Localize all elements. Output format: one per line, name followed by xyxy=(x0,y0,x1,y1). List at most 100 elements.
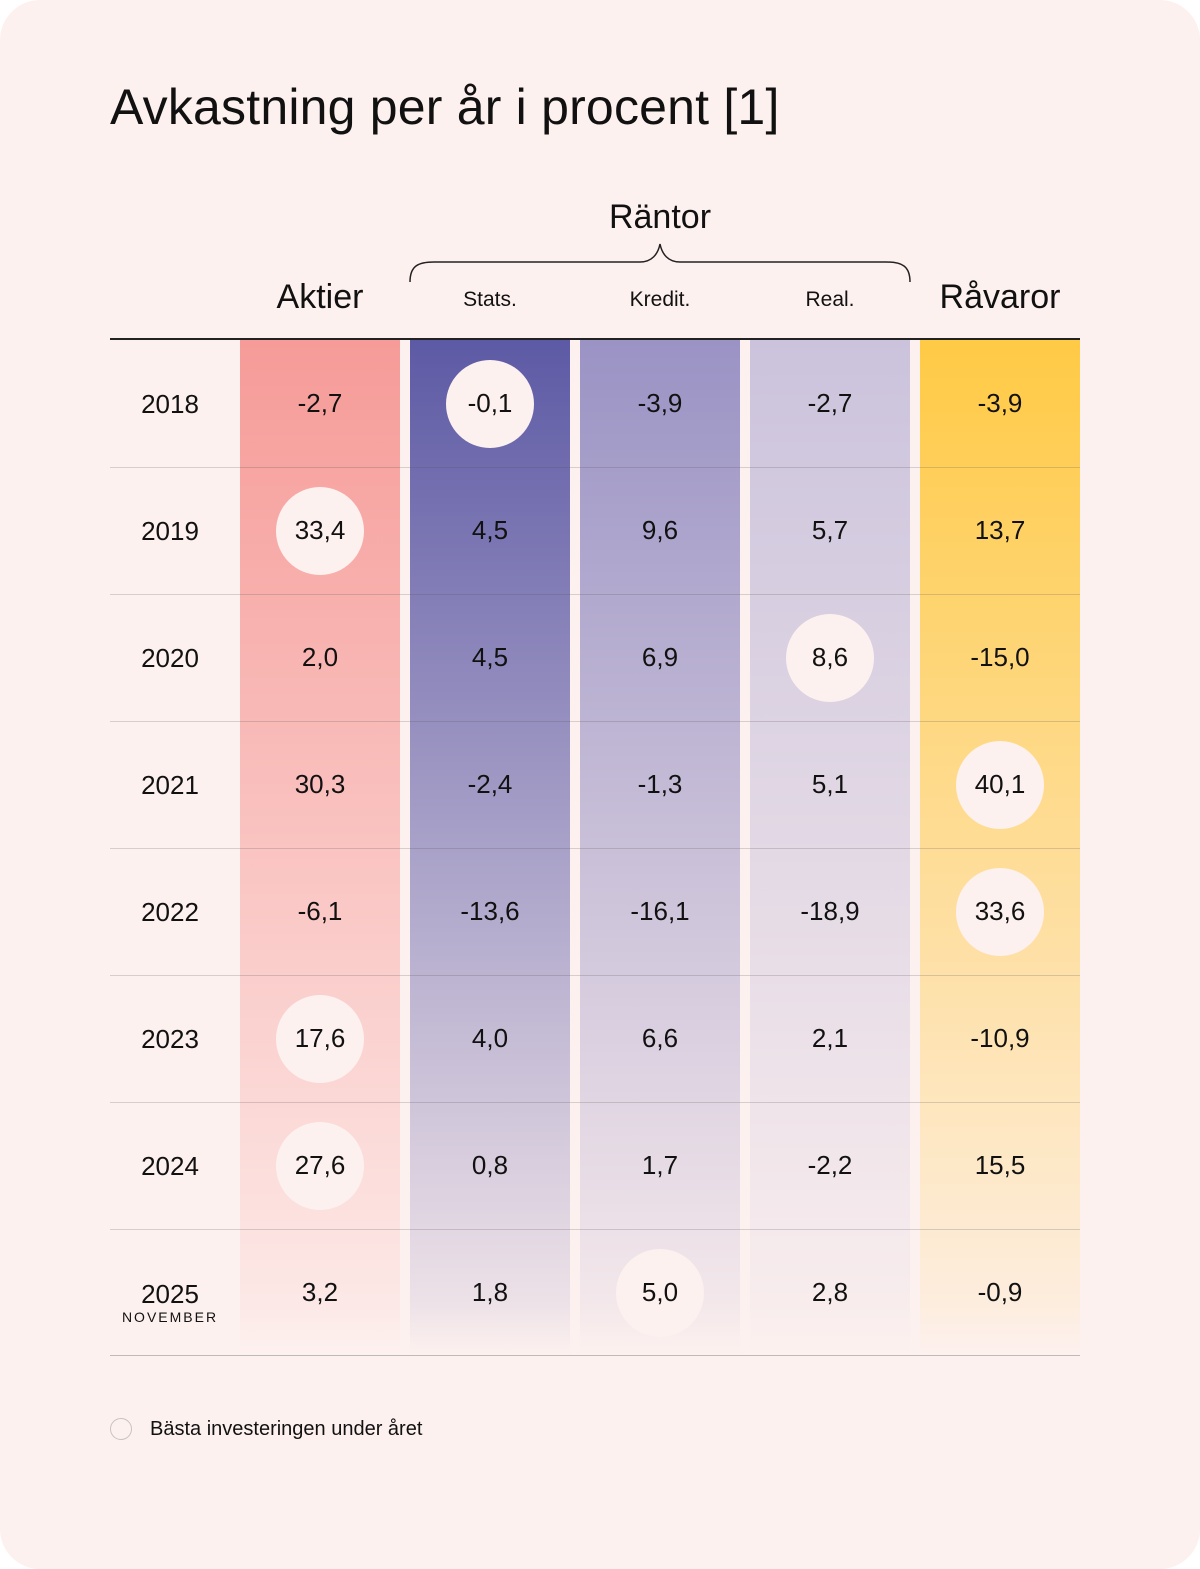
cell-ravaror: 33,6 xyxy=(920,848,1080,975)
cell-value: 4,0 xyxy=(471,1023,509,1053)
header-rule xyxy=(110,338,1080,340)
cell-kredit: -1,3 xyxy=(580,721,740,848)
cell-aktier: -6,1 xyxy=(240,848,400,975)
cell-value: 9,6 xyxy=(641,515,679,545)
cell-aktier: 17,6 xyxy=(240,975,400,1102)
group-label-rantor: Räntor xyxy=(608,198,712,236)
legend-label: Bästa investeringen under året xyxy=(150,1418,423,1440)
cell-value: -18,9 xyxy=(800,896,860,926)
cell-kredit: -16,1 xyxy=(580,848,740,975)
cell-ravaror: 13,7 xyxy=(920,467,1080,594)
row-year: 2021 xyxy=(141,770,199,800)
row-year: 2020 xyxy=(141,643,199,673)
cell-real: 2,8 xyxy=(750,1229,910,1356)
cell-ravaror: 15,5 xyxy=(920,1102,1080,1229)
cell-value: -13,6 xyxy=(460,896,520,926)
cell-value: -2,7 xyxy=(807,388,853,418)
row-year: 2023 xyxy=(141,1024,199,1054)
cell-value: -3,9 xyxy=(977,388,1023,418)
column-bg-stats xyxy=(410,340,570,1355)
cell-real: -18,9 xyxy=(750,848,910,975)
column-header-kredit: Kredit. xyxy=(629,288,691,311)
cell-value: 5,7 xyxy=(811,515,849,545)
cell-ravaror: -3,9 xyxy=(920,340,1080,467)
row-divider xyxy=(110,467,1080,468)
best-value-badge: 33,4 xyxy=(276,486,364,575)
cell-kredit: 5,0 xyxy=(580,1229,740,1356)
cell-stats: 1,8 xyxy=(410,1229,570,1356)
cell-kredit: 1,7 xyxy=(580,1102,740,1229)
column-header-stats: Stats. xyxy=(463,288,517,311)
cell-aktier: 3,2 xyxy=(240,1229,400,1356)
cell-value: -3,9 xyxy=(637,388,683,418)
row-divider xyxy=(110,848,1080,849)
cell-stats: 4,5 xyxy=(410,467,570,594)
cell-value: -15,0 xyxy=(970,642,1030,672)
legend-circle-icon xyxy=(110,1418,132,1440)
cell-real: 2,1 xyxy=(750,975,910,1102)
cell-kredit: 6,6 xyxy=(580,975,740,1102)
cell-real: 5,7 xyxy=(750,467,910,594)
best-value-badge: -0,1 xyxy=(446,359,534,448)
cell-aktier: 30,3 xyxy=(240,721,400,848)
cell-ravaror: -10,9 xyxy=(920,975,1080,1102)
row-year: 2024 xyxy=(141,1151,199,1181)
cell-value: 6,6 xyxy=(641,1023,679,1053)
column-header-real: Real. xyxy=(805,288,855,311)
column-header-ravaror: Råvaror xyxy=(939,278,1061,316)
cell-value: -2,2 xyxy=(807,1150,853,1180)
cell-stats: 0,8 xyxy=(410,1102,570,1229)
cell-value: -2,4 xyxy=(467,769,513,799)
row-divider xyxy=(110,721,1080,722)
cell-value: 3,2 xyxy=(301,1277,339,1307)
row-divider xyxy=(110,1102,1080,1103)
column-bg-kredit xyxy=(580,340,740,1355)
best-value-badge: 5,0 xyxy=(616,1248,704,1337)
cell-value: 5,1 xyxy=(811,769,849,799)
cell-stats: -0,1 xyxy=(410,340,570,467)
bottom-rule xyxy=(110,1355,1080,1356)
row-year: 2018 xyxy=(141,389,199,419)
cell-ravaror: 40,1 xyxy=(920,721,1080,848)
row-year: 2022 xyxy=(141,897,199,927)
row-divider xyxy=(110,1229,1080,1230)
row-year: 2019 xyxy=(141,516,199,546)
cell-value: 6,9 xyxy=(641,642,679,672)
cell-value: -2,7 xyxy=(297,388,343,418)
cell-stats: -2,4 xyxy=(410,721,570,848)
cell-value: 30,3 xyxy=(294,769,346,799)
cell-aktier: 27,6 xyxy=(240,1102,400,1229)
cell-value: 1,7 xyxy=(641,1150,679,1180)
cell-real: -2,2 xyxy=(750,1102,910,1229)
cell-aktier: 2,0 xyxy=(240,594,400,721)
cell-value: 2,1 xyxy=(811,1023,849,1053)
cell-value: -1,3 xyxy=(637,769,683,799)
cell-value: -16,1 xyxy=(630,896,690,926)
row-year: 2025 xyxy=(141,1279,199,1309)
column-bg-real xyxy=(750,340,910,1355)
cell-ravaror: -0,9 xyxy=(920,1229,1080,1356)
cell-kredit: 9,6 xyxy=(580,467,740,594)
cell-stats: 4,5 xyxy=(410,594,570,721)
best-value-badge: 17,6 xyxy=(276,994,364,1083)
cell-value: -0,9 xyxy=(977,1277,1023,1307)
brace-icon xyxy=(409,243,911,283)
chart-title: Avkastning per år i procent [1] xyxy=(110,79,780,135)
cell-real: -2,7 xyxy=(750,340,910,467)
cell-value: -6,1 xyxy=(297,896,343,926)
cell-real: 8,6 xyxy=(750,594,910,721)
cell-aktier: 33,4 xyxy=(240,467,400,594)
cell-aktier: -2,7 xyxy=(240,340,400,467)
cell-value: 2,8 xyxy=(811,1277,849,1307)
cell-value: -10,9 xyxy=(970,1023,1030,1053)
cell-value: 2,0 xyxy=(301,642,339,672)
best-value-badge: 40,1 xyxy=(956,740,1044,829)
cell-value: 0,8 xyxy=(471,1150,509,1180)
best-value-badge: 33,6 xyxy=(956,867,1044,956)
cell-value: 4,5 xyxy=(471,515,509,545)
row-divider xyxy=(110,594,1080,595)
cell-ravaror: -15,0 xyxy=(920,594,1080,721)
cell-kredit: -3,9 xyxy=(580,340,740,467)
cell-real: 5,1 xyxy=(750,721,910,848)
